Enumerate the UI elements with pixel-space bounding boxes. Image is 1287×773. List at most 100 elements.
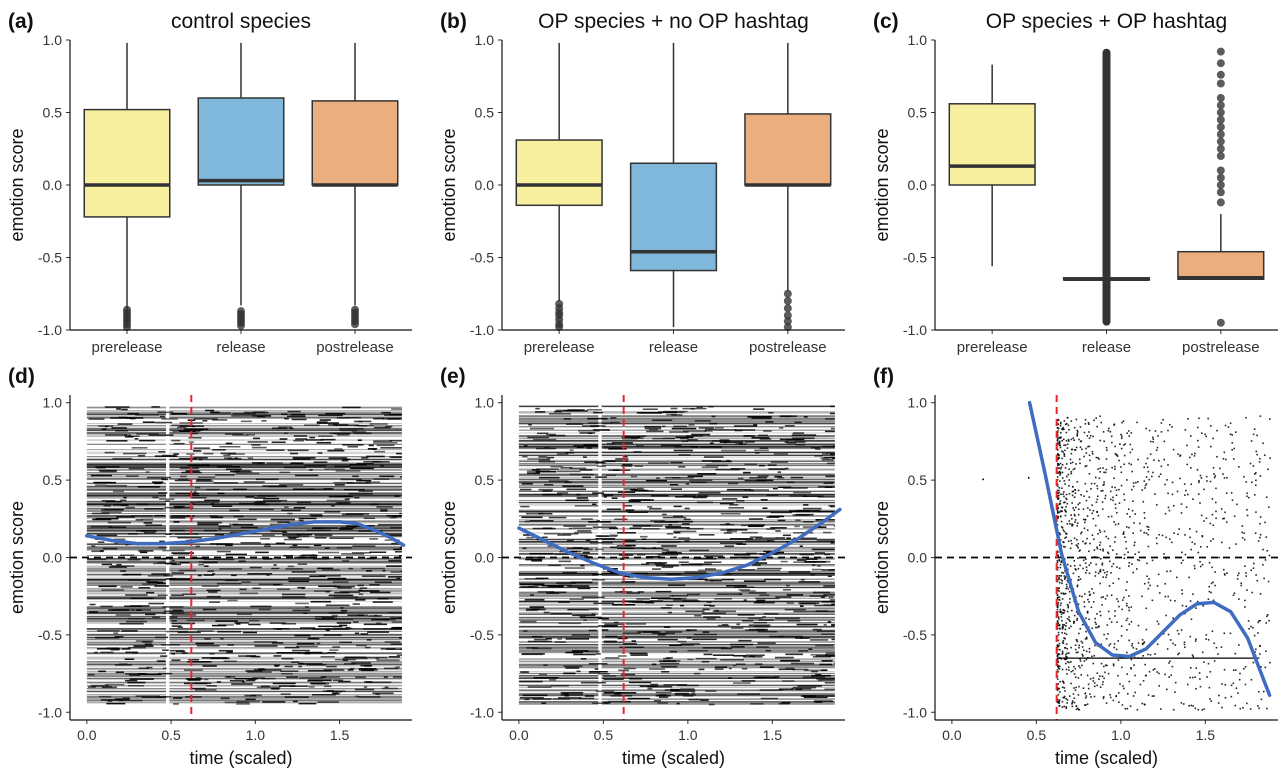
point <box>1233 592 1236 595</box>
point <box>1151 475 1153 478</box>
point <box>1056 476 1059 478</box>
point <box>1105 702 1108 704</box>
point <box>1209 522 1212 525</box>
point <box>1269 661 1271 664</box>
point <box>1087 598 1089 601</box>
point <box>1065 662 1067 665</box>
point <box>1056 596 1059 599</box>
point <box>1141 642 1144 645</box>
point <box>1064 510 1067 512</box>
point <box>1112 563 1115 565</box>
point <box>1096 547 1099 550</box>
y-tick-label: -1.0 <box>470 704 494 720</box>
y-tick-label: 0.0 <box>475 177 495 193</box>
point <box>1094 621 1097 624</box>
outlier-point <box>1216 130 1225 139</box>
point <box>1255 648 1257 651</box>
point <box>1058 489 1060 492</box>
point <box>1223 668 1226 671</box>
point <box>1056 669 1059 671</box>
point <box>1144 487 1146 489</box>
point <box>1060 560 1063 562</box>
point <box>1130 667 1132 669</box>
point <box>1164 512 1167 515</box>
point <box>1091 453 1094 455</box>
point <box>1123 493 1125 496</box>
point <box>1108 560 1111 563</box>
point <box>1082 518 1085 521</box>
point <box>1142 655 1145 657</box>
point <box>1134 541 1136 544</box>
point <box>1064 501 1066 504</box>
point <box>1241 525 1244 527</box>
point <box>1085 464 1088 467</box>
point <box>1060 578 1063 581</box>
point <box>1209 698 1211 700</box>
point <box>1069 462 1072 465</box>
x-tick-label: release <box>649 339 698 356</box>
point <box>1065 498 1068 501</box>
y-axis-label: emotion score <box>439 501 459 614</box>
point <box>1075 446 1078 449</box>
point <box>1084 704 1086 706</box>
box-postrelease <box>744 113 832 186</box>
point <box>1058 702 1060 704</box>
point <box>1064 646 1066 649</box>
point <box>1056 597 1059 600</box>
point <box>1064 483 1066 485</box>
point <box>1069 547 1072 550</box>
point <box>1187 418 1189 420</box>
point <box>1057 472 1060 474</box>
point <box>1057 517 1059 520</box>
point <box>1094 617 1096 620</box>
point <box>1110 621 1113 623</box>
y-tick-label: 0.5 <box>908 472 928 488</box>
point <box>1056 509 1059 512</box>
point <box>1259 593 1262 595</box>
point <box>1111 565 1113 568</box>
point <box>1059 608 1062 611</box>
point <box>1128 526 1130 529</box>
outlier-point <box>555 323 564 332</box>
point <box>1130 621 1133 623</box>
point <box>1061 428 1064 430</box>
point <box>1058 667 1061 670</box>
point <box>1213 476 1216 479</box>
point <box>1106 664 1108 667</box>
point <box>1074 568 1077 570</box>
point <box>1169 599 1172 602</box>
point <box>1195 687 1197 690</box>
point <box>1113 643 1116 645</box>
point <box>1075 569 1077 571</box>
point <box>1171 541 1173 544</box>
point <box>1120 433 1122 436</box>
point <box>1121 704 1124 706</box>
point <box>1160 422 1163 424</box>
point <box>1084 542 1087 545</box>
point <box>1180 512 1183 514</box>
y-tick-label: 0.0 <box>908 177 928 193</box>
point <box>1102 696 1105 698</box>
point <box>1114 445 1116 448</box>
y-tick-label: 1.0 <box>908 395 928 411</box>
point <box>1124 536 1126 539</box>
point <box>1229 632 1232 635</box>
point <box>1259 619 1261 622</box>
point <box>1059 648 1061 651</box>
point <box>1058 645 1060 647</box>
point <box>1165 557 1167 560</box>
point <box>1063 480 1066 482</box>
point <box>1069 620 1071 623</box>
point <box>1059 680 1061 683</box>
point <box>1125 589 1128 591</box>
point <box>1109 430 1112 433</box>
point <box>1061 487 1063 490</box>
point <box>1098 544 1101 546</box>
point <box>1061 626 1064 629</box>
point <box>1185 489 1187 492</box>
point <box>1205 517 1208 520</box>
point <box>1102 431 1105 433</box>
point <box>1207 417 1209 420</box>
point <box>1089 542 1091 545</box>
